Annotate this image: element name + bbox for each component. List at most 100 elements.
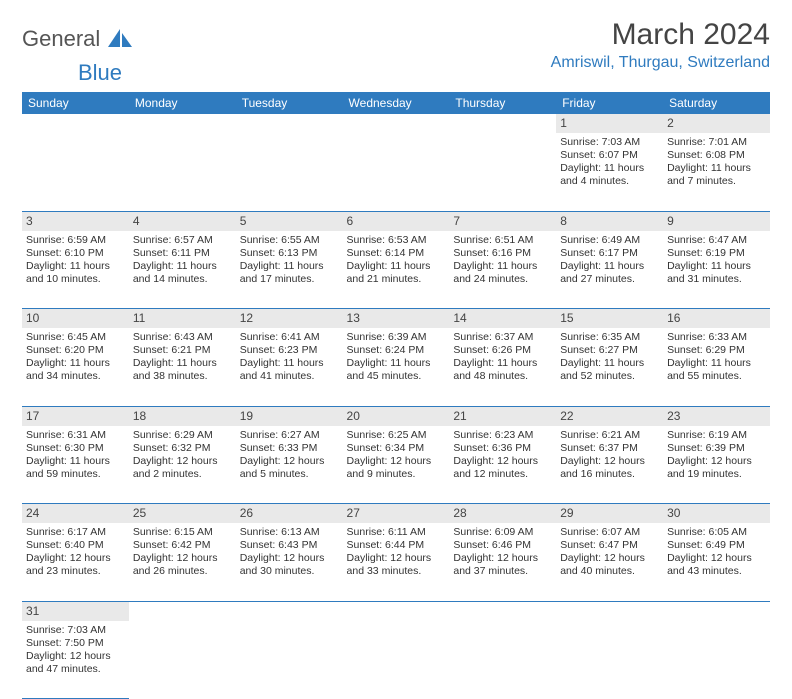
sunrise-text: Sunrise: 6:19 AM [667, 429, 766, 442]
daylight-text: Daylight: 11 hours [26, 455, 125, 468]
day-cell: Sunrise: 6:55 AMSunset: 6:13 PMDaylight:… [236, 231, 343, 309]
daynum-cell: 26 [236, 504, 343, 524]
day-cell [22, 133, 129, 211]
day-cell: Sunrise: 6:05 AMSunset: 6:49 PMDaylight:… [663, 523, 770, 601]
day-cell [129, 621, 236, 699]
daylight-text: and 33 minutes. [347, 565, 446, 578]
daynum-cell: 15 [556, 309, 663, 329]
sunset-text: Sunset: 6:44 PM [347, 539, 446, 552]
sunset-text: Sunset: 6:11 PM [133, 247, 232, 260]
day-cell: Sunrise: 6:37 AMSunset: 6:26 PMDaylight:… [449, 328, 556, 406]
daylight-text: and 9 minutes. [347, 468, 446, 481]
sunrise-text: Sunrise: 6:57 AM [133, 234, 232, 247]
sunset-text: Sunset: 6:20 PM [26, 344, 125, 357]
daynum-cell [129, 601, 236, 621]
day-cell: Sunrise: 6:35 AMSunset: 6:27 PMDaylight:… [556, 328, 663, 406]
weekday-thursday: Thursday [449, 92, 556, 114]
daylight-text: and 10 minutes. [26, 273, 125, 286]
sunset-text: Sunset: 6:23 PM [240, 344, 339, 357]
daynum-cell: 22 [556, 406, 663, 426]
week-3-daynums: 17181920212223 [22, 406, 770, 426]
day-cell: Sunrise: 6:29 AMSunset: 6:32 PMDaylight:… [129, 426, 236, 504]
daynum-cell: 9 [663, 211, 770, 231]
daylight-text: and 47 minutes. [26, 663, 125, 676]
sunrise-text: Sunrise: 6:35 AM [560, 331, 659, 344]
weekday-monday: Monday [129, 92, 236, 114]
day-cell [236, 133, 343, 211]
day-cell: Sunrise: 6:27 AMSunset: 6:33 PMDaylight:… [236, 426, 343, 504]
sunset-text: Sunset: 6:29 PM [667, 344, 766, 357]
daynum-cell [449, 114, 556, 133]
daylight-text: and 17 minutes. [240, 273, 339, 286]
sunset-text: Sunset: 6:39 PM [667, 442, 766, 455]
sunset-text: Sunset: 6:47 PM [560, 539, 659, 552]
daynum-cell [22, 114, 129, 133]
day-cell [343, 621, 450, 699]
daynum-cell: 29 [556, 504, 663, 524]
week-2-daynums: 10111213141516 [22, 309, 770, 329]
daylight-text: and 27 minutes. [560, 273, 659, 286]
daylight-text: Daylight: 11 hours [347, 260, 446, 273]
daynum-cell: 17 [22, 406, 129, 426]
week-1-daynums: 3456789 [22, 211, 770, 231]
daylight-text: Daylight: 12 hours [133, 455, 232, 468]
day-cell [236, 621, 343, 699]
weekday-sunday: Sunday [22, 92, 129, 114]
sunset-text: Sunset: 6:07 PM [560, 149, 659, 162]
daylight-text: and 2 minutes. [133, 468, 232, 481]
sunrise-text: Sunrise: 6:25 AM [347, 429, 446, 442]
day-cell: Sunrise: 6:07 AMSunset: 6:47 PMDaylight:… [556, 523, 663, 601]
sunrise-text: Sunrise: 7:03 AM [560, 136, 659, 149]
sunset-text: Sunset: 7:50 PM [26, 637, 125, 650]
weekday-header-row: SundayMondayTuesdayWednesdayThursdayFrid… [22, 92, 770, 114]
sunset-text: Sunset: 6:17 PM [560, 247, 659, 260]
day-cell: Sunrise: 7:03 AMSunset: 6:07 PMDaylight:… [556, 133, 663, 211]
sunrise-text: Sunrise: 6:27 AM [240, 429, 339, 442]
sunrise-text: Sunrise: 6:11 AM [347, 526, 446, 539]
logo-text-2: Blue [78, 60, 122, 86]
sunrise-text: Sunrise: 6:53 AM [347, 234, 446, 247]
sunrise-text: Sunrise: 6:45 AM [26, 331, 125, 344]
sunrise-text: Sunrise: 6:59 AM [26, 234, 125, 247]
week-5-details: Sunrise: 7:03 AMSunset: 7:50 PMDaylight:… [22, 621, 770, 699]
sunset-text: Sunset: 6:27 PM [560, 344, 659, 357]
daynum-cell: 28 [449, 504, 556, 524]
daynum-cell: 27 [343, 504, 450, 524]
weekday-saturday: Saturday [663, 92, 770, 114]
day-cell: Sunrise: 6:09 AMSunset: 6:46 PMDaylight:… [449, 523, 556, 601]
sunrise-text: Sunrise: 6:07 AM [560, 526, 659, 539]
daylight-text: Daylight: 11 hours [667, 357, 766, 370]
sunset-text: Sunset: 6:21 PM [133, 344, 232, 357]
daynum-cell [343, 114, 450, 133]
daynum-cell: 16 [663, 309, 770, 329]
daylight-text: and 48 minutes. [453, 370, 552, 383]
day-cell: Sunrise: 7:03 AMSunset: 7:50 PMDaylight:… [22, 621, 129, 699]
sunset-text: Sunset: 6:13 PM [240, 247, 339, 260]
day-cell: Sunrise: 6:17 AMSunset: 6:40 PMDaylight:… [22, 523, 129, 601]
daynum-cell [236, 114, 343, 133]
daylight-text: Daylight: 12 hours [667, 455, 766, 468]
weekday-tuesday: Tuesday [236, 92, 343, 114]
daynum-cell: 7 [449, 211, 556, 231]
daylight-text: and 4 minutes. [560, 175, 659, 188]
daylight-text: and 12 minutes. [453, 468, 552, 481]
daylight-text: and 40 minutes. [560, 565, 659, 578]
daynum-cell [663, 601, 770, 621]
sunset-text: Sunset: 6:26 PM [453, 344, 552, 357]
sunset-text: Sunset: 6:32 PM [133, 442, 232, 455]
daylight-text: Daylight: 11 hours [240, 260, 339, 273]
sunset-text: Sunset: 6:24 PM [347, 344, 446, 357]
day-cell [663, 621, 770, 699]
sunrise-text: Sunrise: 6:47 AM [667, 234, 766, 247]
sunset-text: Sunset: 6:14 PM [347, 247, 446, 260]
daylight-text: Daylight: 11 hours [667, 260, 766, 273]
day-cell: Sunrise: 6:49 AMSunset: 6:17 PMDaylight:… [556, 231, 663, 309]
daynum-cell [449, 601, 556, 621]
calendar-table: SundayMondayTuesdayWednesdayThursdayFrid… [22, 92, 770, 699]
daylight-text: Daylight: 12 hours [453, 552, 552, 565]
sunset-text: Sunset: 6:40 PM [26, 539, 125, 552]
daylight-text: and 5 minutes. [240, 468, 339, 481]
week-3-details: Sunrise: 6:31 AMSunset: 6:30 PMDaylight:… [22, 426, 770, 504]
sunset-text: Sunset: 6:34 PM [347, 442, 446, 455]
daylight-text: and 23 minutes. [26, 565, 125, 578]
